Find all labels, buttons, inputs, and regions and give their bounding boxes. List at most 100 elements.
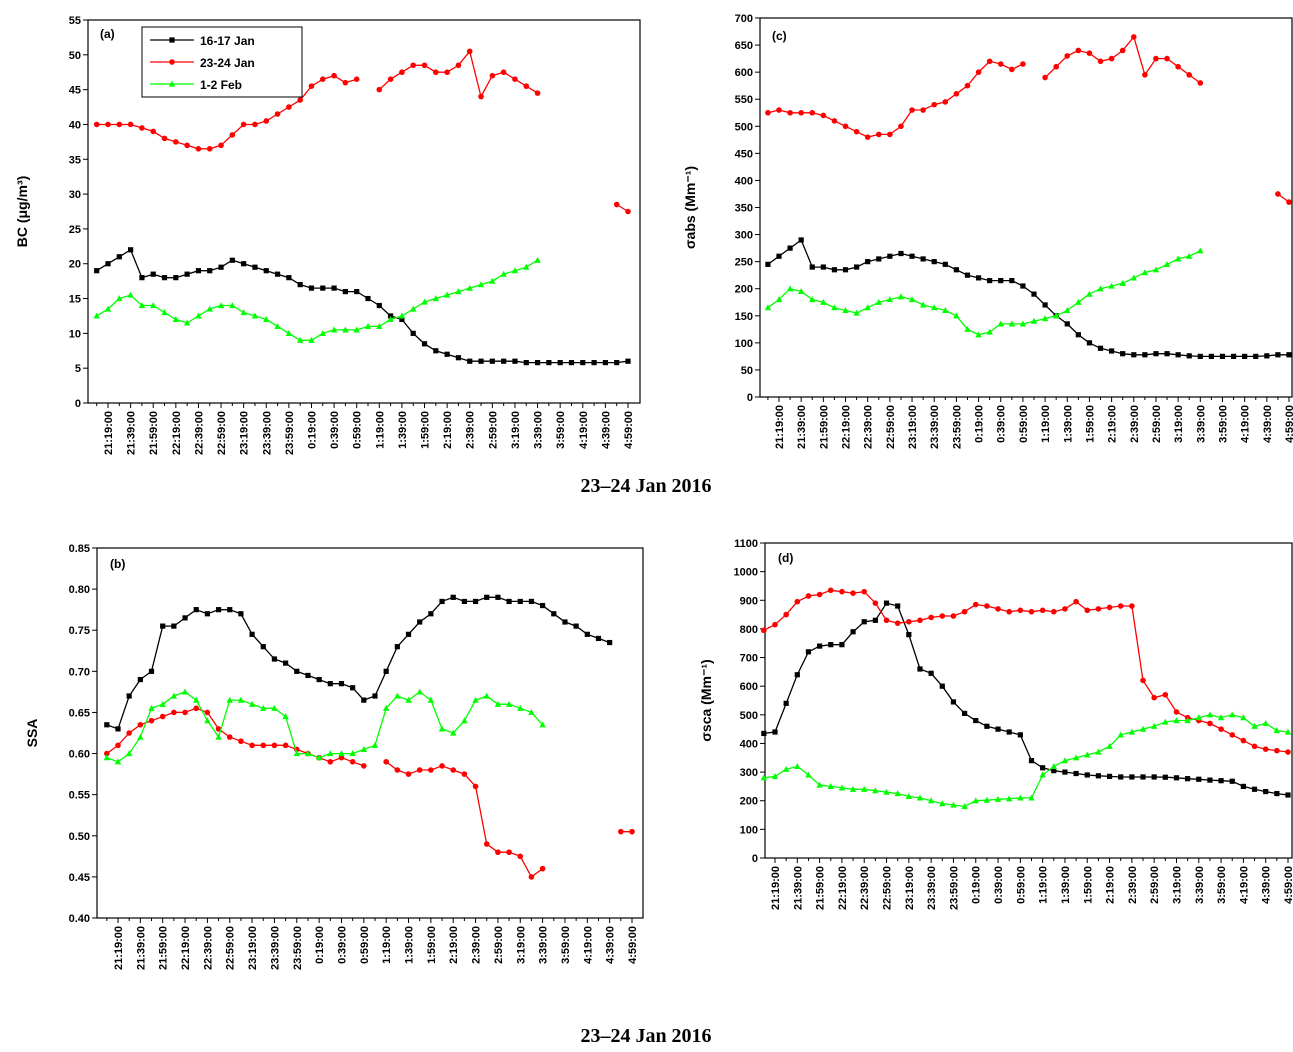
data-point	[285, 329, 293, 336]
x-tick-label: 2:19:00	[442, 411, 454, 449]
data-point	[249, 631, 255, 637]
data-point	[388, 313, 394, 319]
data-point	[319, 329, 326, 336]
data-point	[331, 72, 337, 79]
data-point	[827, 587, 834, 594]
x-tick-label: 2:59:00	[1151, 405, 1163, 443]
x-tick-label: 4:59:00	[1284, 405, 1293, 443]
data-point	[764, 304, 772, 311]
data-point	[1062, 769, 1068, 775]
data-point	[1197, 353, 1203, 359]
data-point	[872, 787, 879, 794]
x-tick-label: 21:39:00	[126, 411, 138, 455]
data-point	[568, 360, 575, 366]
series-line	[96, 248, 629, 364]
x-tick-label: 4:19:00	[1238, 866, 1250, 904]
data-point	[297, 282, 303, 288]
x-tick-label: 0:59:00	[1018, 405, 1030, 443]
data-point	[942, 306, 949, 313]
data-point	[161, 309, 168, 316]
data-point	[93, 312, 100, 319]
data-point	[450, 594, 456, 600]
data-point	[831, 267, 838, 273]
x-tick-label: 3:59:00	[560, 926, 572, 964]
data-point	[127, 291, 134, 298]
data-point	[1005, 795, 1013, 802]
data-point	[204, 611, 210, 617]
data-point	[283, 660, 289, 666]
data-point	[274, 271, 281, 277]
data-point	[772, 621, 778, 628]
data-point	[1262, 746, 1269, 752]
data-point	[906, 618, 912, 625]
data-point	[204, 709, 211, 716]
data-point	[523, 360, 529, 366]
data-point	[159, 713, 166, 720]
data-point	[137, 676, 143, 683]
data-point	[1041, 315, 1049, 322]
data-point	[206, 305, 213, 312]
x-tick-label: 4:19:00	[1240, 405, 1252, 443]
legend-label: 23-24 Jan	[200, 56, 255, 70]
data-point	[472, 696, 479, 703]
y-tick-label: 600	[735, 67, 753, 79]
data-point	[1129, 603, 1135, 609]
data-point	[783, 700, 789, 706]
data-point	[1108, 55, 1115, 62]
x-tick-label: 1:59:00	[426, 926, 438, 964]
data-point	[761, 730, 767, 737]
y-tick-label: 700	[735, 13, 753, 25]
data-point	[1017, 732, 1023, 738]
data-point	[450, 767, 457, 773]
data-point	[517, 853, 524, 860]
x-tick-label: 22:39:00	[193, 411, 205, 455]
y-tick-label: 1100	[734, 538, 758, 550]
data-point	[227, 607, 233, 613]
data-point	[1286, 199, 1292, 205]
data-point	[1218, 726, 1224, 732]
data-point	[1075, 298, 1082, 305]
x-tick-label: 23:59:00	[948, 866, 960, 910]
data-point	[184, 271, 190, 277]
data-point	[816, 591, 823, 598]
data-point	[853, 309, 860, 316]
data-point	[489, 358, 495, 364]
data-point	[263, 268, 269, 274]
data-point	[168, 80, 176, 87]
data-point	[909, 253, 915, 259]
data-point	[964, 82, 971, 89]
x-tick-label: 3:19:00	[1173, 405, 1185, 443]
data-point	[994, 795, 1002, 802]
data-point	[327, 758, 334, 765]
data-point	[760, 774, 768, 781]
data-point	[1073, 598, 1079, 605]
x-axis-label: 23–24 Jan 2016	[580, 475, 711, 497]
data-point	[1284, 728, 1292, 735]
data-point	[1206, 711, 1214, 718]
data-point	[1152, 266, 1160, 273]
data-point	[920, 256, 926, 262]
x-tick-label: 1:39:00	[397, 411, 409, 449]
data-point	[883, 617, 890, 624]
data-point	[827, 783, 834, 790]
x-tick-label: 1:59:00	[420, 411, 432, 449]
data-point	[169, 37, 175, 43]
x-tick-label: 23:19:00	[247, 926, 259, 970]
y-tick-label: 300	[735, 230, 753, 242]
data-point	[1052, 312, 1060, 319]
data-point	[1230, 353, 1237, 359]
data-point	[1207, 777, 1213, 783]
x-tick-label: 3:59:00	[1217, 405, 1229, 443]
data-point	[173, 275, 179, 281]
data-point	[961, 710, 968, 716]
data-point	[787, 109, 793, 116]
data-point	[1117, 731, 1124, 738]
data-point	[998, 277, 1004, 284]
data-point	[428, 611, 434, 617]
data-point	[376, 86, 383, 93]
data-point	[1164, 351, 1170, 357]
data-point	[472, 783, 479, 790]
data-point	[320, 285, 326, 291]
data-point	[383, 758, 389, 765]
data-point	[353, 76, 360, 82]
